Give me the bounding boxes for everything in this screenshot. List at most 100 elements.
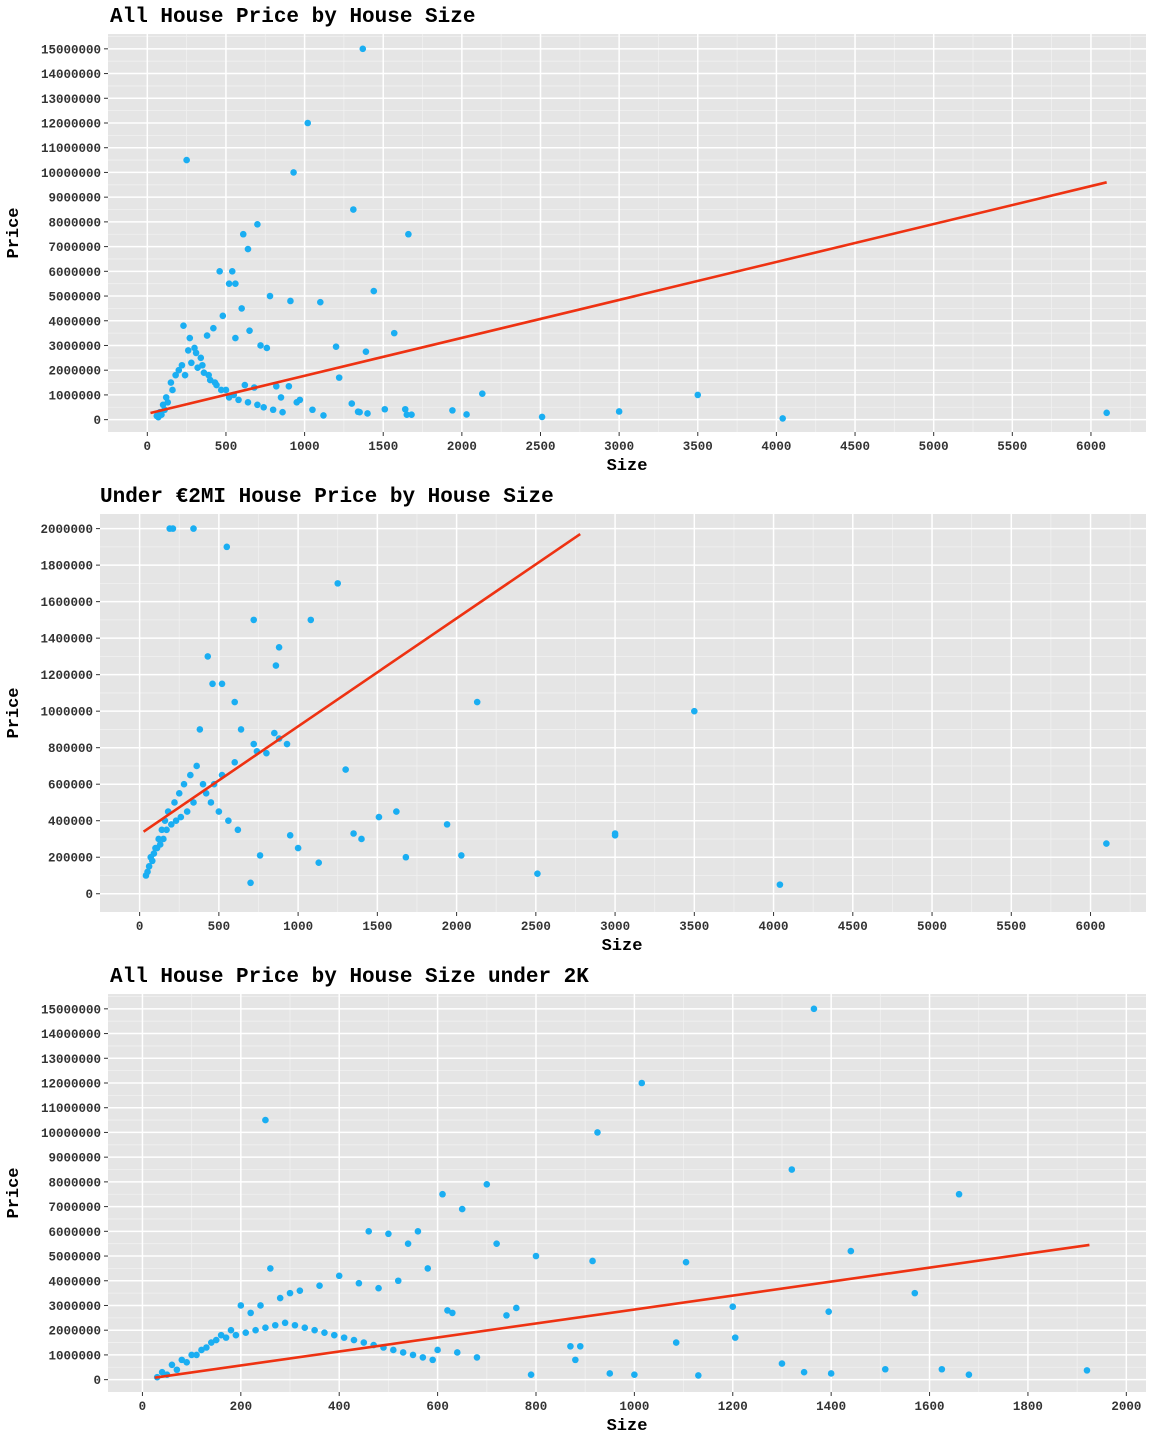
y-tick-label: 14000000	[41, 1028, 101, 1042]
x-tick-label: 1500	[368, 440, 398, 454]
y-tick-label: 1200000	[40, 669, 93, 683]
chart-title: All House Price by House Size under 2K	[110, 966, 589, 989]
data-point	[320, 412, 327, 419]
data-point	[1103, 409, 1110, 417]
data-point	[304, 119, 312, 127]
data-point	[271, 729, 278, 737]
x-tick-label: 3000	[600, 920, 630, 934]
data-point	[175, 366, 183, 374]
grid-major	[108, 34, 1146, 432]
data-point	[171, 799, 178, 806]
data-point	[409, 1351, 417, 1359]
data-point	[217, 1331, 225, 1339]
data-point	[453, 1349, 461, 1356]
data-point	[827, 1370, 835, 1377]
data-point	[729, 1303, 737, 1311]
data-point	[778, 1360, 786, 1367]
x-tick-label: 2000	[1111, 1400, 1141, 1414]
data-point	[309, 406, 316, 414]
data-point	[405, 230, 412, 238]
x-tick-label: 2000	[447, 440, 477, 454]
data-point	[231, 698, 239, 706]
grid-minor	[100, 514, 1146, 912]
data-point	[463, 411, 470, 418]
data-point	[311, 1326, 318, 1334]
data-point	[275, 643, 283, 651]
data-point	[276, 1294, 284, 1302]
data-point	[172, 817, 180, 825]
data-point	[183, 808, 191, 815]
data-point	[321, 1329, 328, 1336]
data-point	[316, 1282, 323, 1290]
y-tick-label: 0	[93, 414, 101, 428]
data-point	[513, 1304, 520, 1312]
data-point	[180, 322, 187, 330]
data-point	[203, 332, 211, 339]
data-point	[691, 707, 698, 715]
data-point	[589, 1257, 596, 1265]
data-point	[209, 680, 216, 688]
y-tick-label: 1600000	[40, 596, 93, 610]
data-point	[145, 863, 153, 870]
data-point	[152, 844, 159, 852]
y-tick-label: 2000000	[48, 365, 101, 379]
y-tick-label: 5000000	[48, 291, 101, 305]
data-point	[263, 749, 270, 757]
y-tick-label: 800000	[48, 742, 93, 756]
data-point	[181, 371, 189, 379]
data-point	[334, 580, 342, 587]
data-point	[348, 400, 356, 407]
data-point	[218, 680, 226, 688]
data-point	[232, 334, 239, 342]
data-point	[262, 1116, 269, 1124]
x-tick-label: 1400	[816, 1400, 846, 1414]
data-point	[232, 1331, 240, 1339]
data-points	[142, 525, 1110, 888]
data-point	[188, 359, 195, 367]
data-point	[429, 1356, 436, 1364]
y-tick-label: 3000000	[48, 1300, 101, 1314]
data-point	[183, 1359, 191, 1366]
data-point	[1083, 1367, 1091, 1374]
data-point	[394, 1277, 402, 1285]
data-point	[252, 1326, 259, 1334]
data-point	[277, 394, 285, 401]
data-point	[881, 1365, 889, 1373]
data-point	[340, 1334, 348, 1341]
data-point	[534, 870, 541, 877]
chart-title: Under €2MI House Price by House Size	[100, 486, 554, 509]
data-point	[272, 662, 280, 669]
y-tick-label: 1400000	[40, 633, 93, 647]
data-point	[503, 1312, 510, 1319]
y-tick-label: 13000000	[41, 93, 101, 107]
data-point	[283, 740, 291, 748]
y-tick-label: 11000000	[41, 1102, 101, 1116]
data-point	[365, 1228, 373, 1235]
y-tick-label: 2000000	[40, 523, 93, 537]
data-point	[401, 405, 409, 413]
data-point	[250, 616, 258, 624]
data-point	[279, 408, 286, 416]
data-point	[458, 1205, 466, 1213]
data-point	[332, 343, 340, 351]
x-tick-label: 1200	[718, 1400, 748, 1414]
data-point	[172, 371, 179, 379]
y-tick-label: 1000000	[48, 389, 101, 403]
data-point	[847, 1247, 855, 1255]
data-point	[186, 334, 194, 342]
x-ticks: 0 500 1000 1500 2000 2500 3000 3500 4000 4500 5000…	[136, 912, 1106, 934]
y-tick-label: 1000000	[40, 706, 93, 720]
data-point	[237, 726, 245, 733]
data-point	[393, 808, 400, 815]
chart-panel-0: All House Price by House Size 0 500 1000 15…	[0, 0, 1152, 480]
data-point	[242, 1329, 250, 1336]
data-point	[158, 1368, 166, 1376]
data-point	[443, 821, 451, 828]
y-tick-label: 9000000	[48, 1152, 101, 1166]
data-point	[385, 1230, 392, 1238]
y-tick-label: 12000000	[41, 1077, 101, 1091]
data-point	[291, 1321, 299, 1329]
y-tick-label: 10000000	[41, 167, 101, 181]
data-point	[225, 280, 233, 287]
data-point	[449, 1309, 456, 1317]
